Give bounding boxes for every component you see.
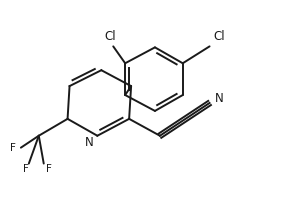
Text: Cl: Cl [214, 30, 225, 43]
Text: N: N [215, 91, 224, 105]
Text: F: F [46, 164, 52, 173]
Text: F: F [10, 143, 16, 153]
Text: Cl: Cl [104, 30, 116, 43]
Text: N: N [85, 136, 94, 149]
Text: F: F [23, 164, 29, 173]
